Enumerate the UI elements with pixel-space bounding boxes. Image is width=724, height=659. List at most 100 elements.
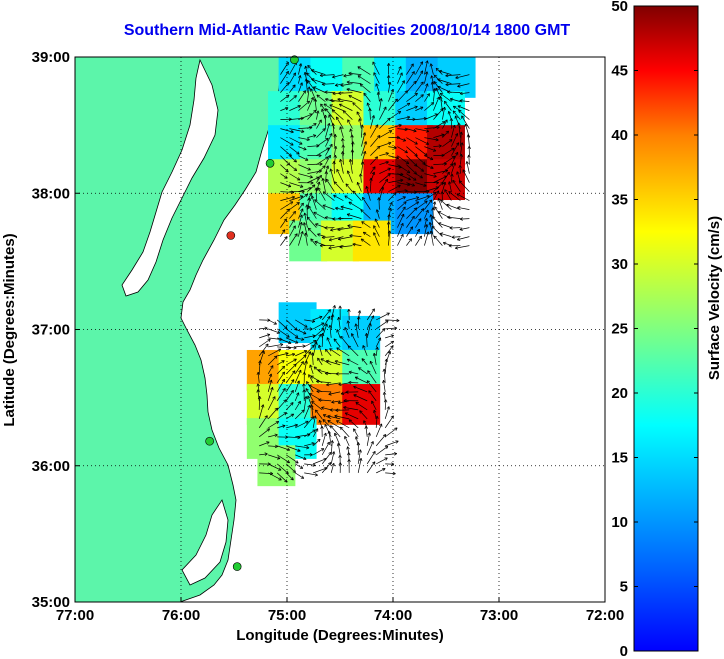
velocity-vector bbox=[335, 408, 350, 413]
velocity-vector bbox=[276, 371, 285, 384]
velocity-vector bbox=[415, 146, 428, 156]
velocity-vector bbox=[346, 320, 350, 329]
velocity-vector bbox=[289, 155, 297, 163]
velocity-vector bbox=[327, 414, 341, 420]
velocity-vector bbox=[329, 348, 341, 357]
velocity-vector bbox=[330, 98, 344, 103]
velocity-vector bbox=[356, 442, 361, 455]
velocity-vector bbox=[362, 345, 368, 357]
velocity-vector bbox=[325, 154, 331, 165]
velocity-vector bbox=[362, 196, 371, 210]
velocity-vector bbox=[342, 110, 353, 120]
velocity-vector bbox=[366, 451, 376, 465]
velocity-vector bbox=[321, 323, 328, 338]
velocity-vector bbox=[307, 109, 317, 120]
velocity-vector bbox=[459, 131, 463, 147]
velocity-vector bbox=[295, 319, 308, 328]
velocity-vector bbox=[397, 115, 411, 120]
velocity-vector bbox=[357, 449, 362, 464]
grid-lines bbox=[75, 57, 605, 602]
velocity-vector bbox=[406, 63, 414, 75]
x-tick-label: 74:00 bbox=[374, 607, 412, 624]
velocity-vector bbox=[285, 389, 294, 402]
velocity-vector bbox=[277, 337, 292, 345]
velocity-vector bbox=[449, 118, 454, 129]
velocity-vector bbox=[388, 145, 397, 150]
velocity-vector bbox=[289, 211, 296, 219]
velocity-vector bbox=[361, 141, 368, 156]
velocity-vector bbox=[298, 208, 304, 219]
velocity-vector bbox=[448, 181, 452, 192]
velocity-vector bbox=[424, 199, 433, 210]
velocity-vector bbox=[338, 305, 342, 320]
velocity-vector bbox=[280, 218, 287, 228]
velocity-vector bbox=[314, 240, 326, 246]
velocity-vector bbox=[406, 207, 418, 219]
velocity-vector bbox=[373, 232, 380, 246]
velocity-vector bbox=[467, 146, 471, 156]
velocity-vector bbox=[304, 453, 313, 457]
velocity-vector bbox=[442, 147, 455, 156]
velocity-vector bbox=[280, 82, 290, 93]
velocity-vector bbox=[285, 463, 296, 473]
x-tick-label: 73:00 bbox=[480, 607, 518, 624]
velocity-vector bbox=[406, 92, 418, 102]
velocity-vector bbox=[424, 231, 430, 246]
velocity-vector bbox=[348, 94, 362, 102]
velocity-vector bbox=[424, 155, 434, 161]
velocity-vector bbox=[448, 244, 461, 248]
velocity-vector bbox=[338, 91, 353, 95]
velocity-vector bbox=[406, 71, 415, 84]
velocity-vector bbox=[406, 196, 420, 201]
velocity-vector bbox=[298, 100, 310, 111]
velocity-vector bbox=[415, 173, 423, 179]
velocity-vector bbox=[340, 335, 350, 348]
velocity-vector bbox=[386, 221, 391, 237]
velocity-vector bbox=[447, 215, 461, 220]
velocity-cell bbox=[342, 349, 381, 391]
velocity-vector bbox=[298, 202, 304, 210]
velocity-vector bbox=[294, 354, 307, 366]
velocity-vector bbox=[333, 145, 338, 156]
velocity-vector bbox=[298, 231, 304, 246]
velocity-vector bbox=[316, 94, 326, 102]
velocity-vector bbox=[325, 178, 335, 192]
velocity-vector bbox=[320, 333, 325, 347]
velocity-vector bbox=[406, 80, 417, 93]
velocity-vector bbox=[289, 233, 298, 246]
velocity-vector bbox=[308, 384, 323, 393]
velocity-vector bbox=[331, 123, 335, 138]
velocity-vector bbox=[285, 379, 295, 393]
velocity-vector bbox=[445, 73, 461, 78]
x-tick-label: 77:00 bbox=[56, 607, 94, 624]
velocity-vector bbox=[324, 171, 329, 183]
velocity-vector bbox=[452, 110, 461, 120]
velocity-vector bbox=[447, 90, 461, 94]
velocity-vector bbox=[316, 389, 332, 394]
velocity-vector bbox=[345, 390, 359, 394]
velocity-vector bbox=[451, 142, 460, 156]
velocity-vector bbox=[313, 315, 323, 321]
velocity-vector bbox=[444, 100, 452, 111]
velocity-vector bbox=[397, 201, 407, 210]
y-axis: 35:00 36:00 37:00 38:00 39:00 bbox=[32, 49, 80, 611]
velocity-vector bbox=[364, 333, 369, 347]
velocity-vector bbox=[348, 201, 362, 210]
velocity-vector bbox=[397, 189, 408, 193]
velocity-vector bbox=[397, 127, 408, 132]
velocity-vector bbox=[346, 213, 362, 219]
velocity-vector bbox=[370, 145, 381, 156]
velocity-vector bbox=[315, 223, 326, 228]
velocity-cell bbox=[246, 349, 285, 391]
velocity-vector bbox=[360, 209, 371, 219]
velocity-vector bbox=[406, 137, 418, 145]
velocity-vector bbox=[318, 398, 332, 402]
velocity-vector bbox=[325, 123, 331, 138]
velocity-vector bbox=[320, 358, 332, 366]
velocity-vector bbox=[415, 228, 420, 237]
velocity-vector bbox=[455, 74, 470, 80]
velocity-vector bbox=[445, 82, 461, 87]
velocity-vector bbox=[304, 340, 317, 348]
velocity-vector bbox=[366, 380, 377, 393]
velocity-vector bbox=[454, 115, 461, 129]
